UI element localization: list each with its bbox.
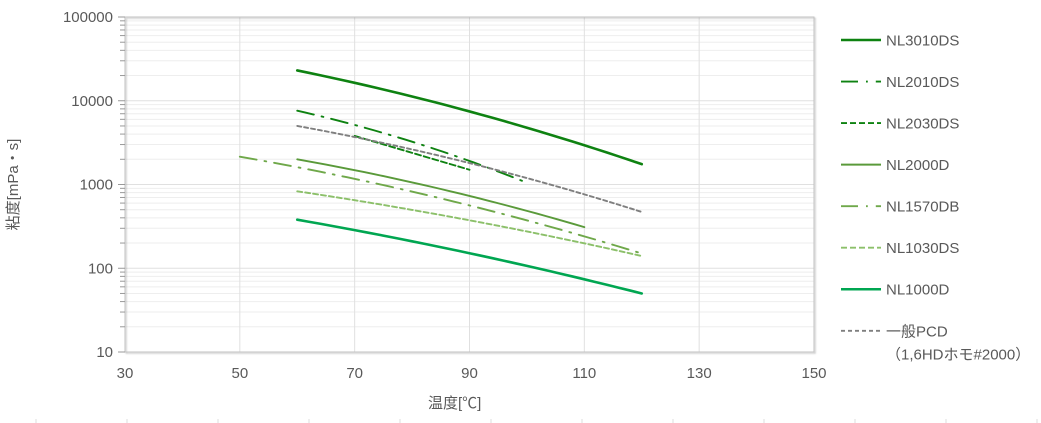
svg-text:70: 70 (346, 365, 363, 382)
svg-text:90: 90 (461, 365, 478, 382)
svg-text:130: 130 (687, 365, 712, 382)
svg-text:10: 10 (96, 344, 113, 361)
svg-text:100000: 100000 (63, 9, 113, 26)
svg-text:NL1000D: NL1000D (886, 282, 950, 299)
svg-text:1000: 1000 (80, 177, 113, 194)
svg-text:30: 30 (117, 365, 134, 382)
svg-text:NL3010DS: NL3010DS (886, 33, 959, 50)
svg-text:NL2030DS: NL2030DS (886, 116, 959, 133)
svg-text:110: 110 (572, 365, 596, 382)
svg-text:（1,6HDホモ#2000）: （1,6HDホモ#2000） (886, 346, 1030, 363)
svg-text:粘度[mPa・s]: 粘度[mPa・s] (5, 139, 22, 231)
svg-text:NL1570DB: NL1570DB (886, 199, 959, 216)
svg-text:150: 150 (801, 365, 826, 382)
svg-text:NL1030DS: NL1030DS (886, 240, 959, 257)
svg-text:一般PCD: 一般PCD (886, 323, 948, 340)
svg-text:NL2000D: NL2000D (886, 157, 950, 174)
svg-text:10000: 10000 (71, 93, 113, 110)
svg-text:100: 100 (88, 260, 113, 277)
svg-text:温度[℃]: 温度[℃] (428, 395, 481, 412)
svg-text:NL2010DS: NL2010DS (886, 74, 959, 91)
svg-text:50: 50 (231, 365, 248, 382)
